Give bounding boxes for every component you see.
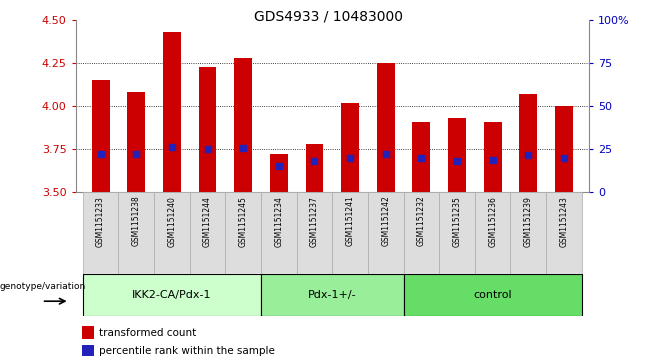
Text: GSM1151245: GSM1151245 <box>239 196 247 246</box>
Bar <box>163 32 181 192</box>
Text: GSM1151232: GSM1151232 <box>417 196 426 246</box>
Text: GDS4933 / 10483000: GDS4933 / 10483000 <box>255 9 403 23</box>
Text: Pdx-1+/-: Pdx-1+/- <box>308 290 357 300</box>
Text: GSM1151244: GSM1151244 <box>203 196 212 246</box>
Text: GSM1151233: GSM1151233 <box>96 196 105 246</box>
Bar <box>519 94 537 192</box>
Text: control: control <box>473 290 512 300</box>
FancyBboxPatch shape <box>440 192 475 274</box>
FancyBboxPatch shape <box>261 192 297 274</box>
Text: GSM1151237: GSM1151237 <box>310 196 319 246</box>
FancyBboxPatch shape <box>368 192 403 274</box>
FancyBboxPatch shape <box>83 274 261 316</box>
Bar <box>305 144 323 192</box>
Bar <box>270 154 288 192</box>
Text: GSM1151243: GSM1151243 <box>559 196 569 246</box>
FancyBboxPatch shape <box>332 192 368 274</box>
FancyBboxPatch shape <box>403 274 582 316</box>
Bar <box>342 103 359 192</box>
FancyBboxPatch shape <box>118 192 154 274</box>
Bar <box>91 80 109 192</box>
Bar <box>234 58 252 192</box>
FancyBboxPatch shape <box>546 192 582 274</box>
Text: GSM1151235: GSM1151235 <box>453 196 461 246</box>
Text: IKK2-CA/Pdx-1: IKK2-CA/Pdx-1 <box>132 290 212 300</box>
Text: transformed count: transformed count <box>99 327 196 338</box>
Text: GSM1151234: GSM1151234 <box>274 196 284 246</box>
FancyBboxPatch shape <box>511 192 546 274</box>
Text: GSM1151238: GSM1151238 <box>132 196 141 246</box>
Bar <box>484 122 501 192</box>
Bar <box>199 66 216 192</box>
Bar <box>448 118 466 192</box>
Text: genotype/variation: genotype/variation <box>0 282 86 291</box>
Bar <box>377 63 395 192</box>
FancyBboxPatch shape <box>261 274 403 316</box>
FancyBboxPatch shape <box>475 192 511 274</box>
FancyBboxPatch shape <box>403 192 440 274</box>
Bar <box>128 92 145 192</box>
FancyBboxPatch shape <box>154 192 190 274</box>
Text: GSM1151240: GSM1151240 <box>167 196 176 246</box>
Text: GSM1151241: GSM1151241 <box>345 196 355 246</box>
Text: percentile rank within the sample: percentile rank within the sample <box>99 346 274 356</box>
FancyBboxPatch shape <box>225 192 261 274</box>
FancyBboxPatch shape <box>297 192 332 274</box>
FancyBboxPatch shape <box>190 192 225 274</box>
FancyBboxPatch shape <box>83 192 118 274</box>
Bar <box>413 122 430 192</box>
Bar <box>555 106 573 192</box>
Text: GSM1151242: GSM1151242 <box>381 196 390 246</box>
Text: GSM1151236: GSM1151236 <box>488 196 497 246</box>
Text: GSM1151239: GSM1151239 <box>524 196 533 246</box>
